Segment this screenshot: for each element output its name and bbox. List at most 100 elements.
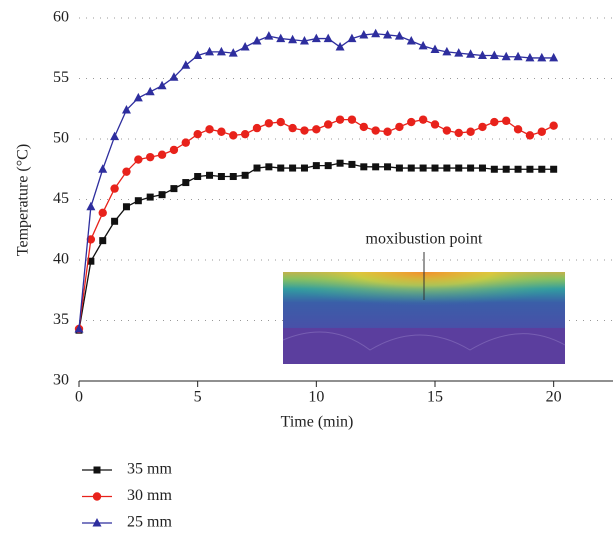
- marker: [348, 160, 356, 168]
- marker: [181, 138, 190, 147]
- marker: [359, 122, 368, 132]
- y-tick-label: 30: [53, 372, 69, 389]
- marker: [490, 117, 499, 127]
- marker: [406, 35, 416, 45]
- marker: [240, 129, 250, 139]
- marker: [501, 51, 511, 61]
- marker: [418, 115, 428, 124]
- marker: [205, 125, 214, 134]
- marker: [169, 72, 179, 81]
- marker: [122, 167, 131, 176]
- marker: [383, 29, 393, 39]
- marker: [146, 152, 155, 162]
- marker: [146, 193, 154, 201]
- marker: [311, 33, 321, 43]
- marker: [394, 31, 404, 40]
- marker: [74, 323, 84, 333]
- x-tick-label: 0: [75, 389, 83, 406]
- marker: [99, 237, 107, 245]
- marker: [407, 117, 416, 127]
- marker: [489, 50, 499, 60]
- marker: [229, 173, 237, 181]
- marker: [443, 164, 451, 172]
- marker: [98, 208, 107, 218]
- marker: [526, 165, 534, 173]
- marker: [93, 466, 101, 474]
- marker: [335, 42, 345, 51]
- marker: [538, 165, 546, 173]
- marker: [537, 52, 547, 62]
- marker: [86, 235, 96, 244]
- x-tick-label: 15: [427, 389, 443, 406]
- marker: [549, 121, 558, 130]
- marker: [206, 171, 214, 179]
- y-tick-label: 55: [53, 69, 69, 86]
- y-tick-label: 35: [53, 311, 69, 328]
- marker: [549, 52, 559, 62]
- marker: [454, 128, 463, 138]
- marker: [454, 48, 464, 57]
- legend-label: 30 mm: [127, 487, 172, 504]
- marker: [335, 115, 345, 124]
- marker: [229, 131, 238, 140]
- annotation: moxibustion point: [366, 231, 483, 248]
- marker: [134, 197, 142, 205]
- y-tick-label: 45: [53, 190, 69, 207]
- marker: [300, 164, 308, 172]
- marker: [467, 164, 475, 172]
- y-tick-label: 50: [53, 130, 69, 147]
- marker: [194, 173, 202, 181]
- marker: [133, 92, 143, 102]
- marker: [240, 42, 250, 51]
- marker: [502, 116, 511, 126]
- marker: [359, 29, 369, 39]
- inset-image: [282, 252, 566, 364]
- marker: [395, 164, 403, 172]
- marker: [252, 123, 262, 133]
- marker: [205, 46, 215, 56]
- marker: [418, 40, 428, 50]
- marker: [217, 127, 226, 136]
- marker: [121, 104, 131, 114]
- marker: [193, 129, 202, 139]
- marker: [288, 34, 298, 44]
- marker: [300, 126, 309, 135]
- x-tick-label: 5: [194, 389, 202, 406]
- marker: [419, 164, 427, 172]
- marker: [299, 35, 309, 45]
- marker: [347, 115, 357, 124]
- marker: [478, 122, 487, 132]
- marker: [525, 131, 535, 140]
- marker: [193, 50, 203, 60]
- x-axis-label: Time (min): [281, 414, 354, 431]
- marker: [466, 127, 475, 136]
- marker: [550, 165, 558, 173]
- marker: [513, 51, 523, 61]
- marker: [92, 518, 102, 527]
- marker: [466, 49, 476, 58]
- marker: [216, 46, 226, 56]
- marker: [477, 50, 487, 60]
- marker: [490, 165, 498, 173]
- marker: [384, 163, 392, 171]
- marker: [324, 162, 332, 170]
- marker: [181, 60, 191, 69]
- y-axis-label: Temperature (°C): [15, 144, 32, 256]
- x-tick-label: 20: [546, 389, 562, 406]
- marker: [134, 155, 143, 164]
- marker: [264, 119, 274, 128]
- marker: [145, 86, 155, 96]
- marker: [430, 44, 440, 53]
- marker: [98, 164, 108, 173]
- marker: [169, 145, 179, 155]
- marker: [525, 52, 535, 62]
- marker: [502, 165, 510, 173]
- marker: [442, 46, 452, 56]
- marker: [288, 123, 297, 133]
- marker: [276, 33, 286, 43]
- y-tick-label: 40: [53, 251, 69, 268]
- marker: [478, 164, 486, 172]
- marker: [371, 28, 381, 38]
- marker: [312, 125, 321, 134]
